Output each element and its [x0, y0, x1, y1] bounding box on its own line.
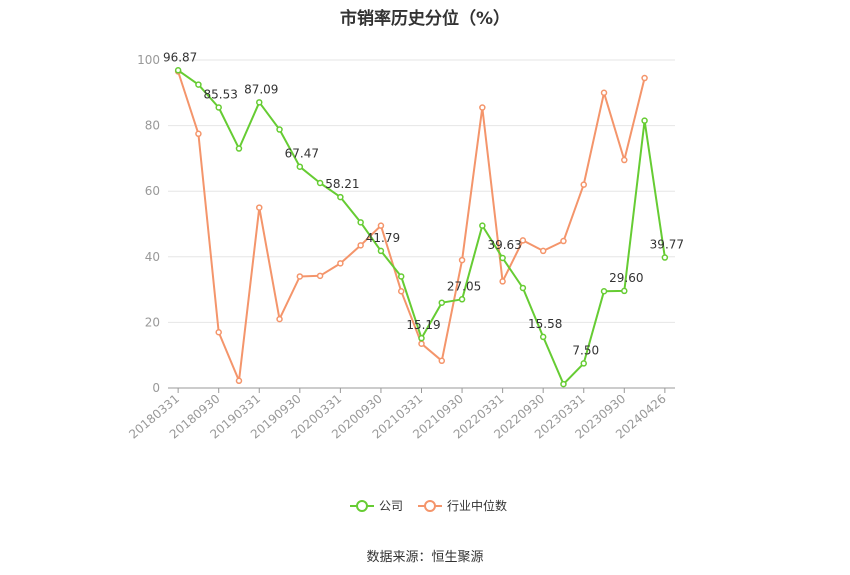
data-point-company — [519, 284, 527, 292]
data-label: 39.63 — [487, 238, 521, 252]
data-point-industry-median — [499, 278, 506, 285]
data-point-company — [539, 333, 547, 341]
data-point-company — [580, 360, 587, 367]
data-point-company — [195, 81, 202, 88]
series-line-industry-median — [177, 71, 646, 382]
data-point-company — [174, 67, 182, 74]
legend-label: 公司 — [379, 499, 403, 513]
data-point-company — [621, 287, 628, 295]
data-label: 39.77 — [650, 238, 684, 252]
y-tick-label: 100 — [137, 53, 160, 67]
data-label: 87.09 — [244, 82, 278, 96]
data-point-company — [418, 334, 425, 342]
data-point-industry-median — [215, 328, 222, 336]
data-point-company — [235, 145, 243, 152]
data-point-company — [397, 273, 405, 280]
data-point-company — [357, 219, 364, 226]
data-point-industry-median — [377, 222, 385, 229]
data-label: 67.47 — [285, 147, 319, 161]
data-label: 15.19 — [406, 318, 440, 332]
y-tick-label: 60 — [145, 184, 160, 198]
data-point-company — [600, 287, 608, 295]
y-tick-label: 40 — [145, 250, 160, 264]
data-label: 27.05 — [447, 279, 481, 293]
data-source: 数据来源：恒生聚源 — [366, 550, 484, 565]
data-label: 41.79 — [366, 231, 400, 245]
data-point-industry-median — [539, 247, 547, 255]
data-point-company — [641, 117, 648, 124]
data-point-industry-median — [600, 89, 608, 97]
y-tick-label: 80 — [145, 119, 160, 133]
data-point-industry-median — [357, 242, 364, 249]
data-point-company — [256, 99, 263, 106]
legend-swatch-marker — [424, 500, 436, 512]
data-point-industry-median — [296, 273, 304, 280]
y-tick-label: 0 — [152, 381, 160, 395]
data-point-industry-median — [235, 377, 243, 385]
data-point-industry-median — [438, 357, 446, 365]
chart-title: 市销率历史分位（%） — [339, 9, 511, 29]
data-point-company — [458, 296, 466, 303]
data-label: 85.53 — [204, 87, 238, 101]
data-point-industry-median — [621, 156, 628, 164]
data-point-industry-median — [276, 315, 283, 323]
data-point-company — [316, 179, 324, 187]
data-point-industry-median — [256, 204, 263, 211]
legend-label: 行业中位数 — [447, 498, 507, 513]
legend-swatch-marker — [356, 500, 368, 512]
data-point-company — [560, 380, 567, 388]
data-label: 15.58 — [528, 317, 562, 331]
data-point-industry-median — [195, 130, 202, 138]
data-label: 96.87 — [163, 50, 197, 64]
data-point-industry-median — [641, 74, 648, 82]
data-point-company — [215, 104, 222, 111]
data-point-company — [377, 247, 385, 255]
data-point-industry-median — [337, 260, 344, 267]
data-point-industry-median — [519, 237, 527, 244]
data-point-industry-median — [397, 287, 405, 295]
data-point-company — [499, 254, 506, 262]
data-point-company — [337, 193, 344, 201]
data-point-company — [479, 222, 486, 229]
data-label: 29.60 — [609, 271, 643, 285]
data-point-company — [661, 254, 669, 261]
data-point-industry-median — [580, 181, 587, 188]
data-point-industry-median — [418, 340, 425, 347]
data-point-company — [438, 299, 446, 306]
data-point-industry-median — [458, 256, 466, 264]
data-point-company — [276, 126, 283, 133]
y-tick-label: 20 — [145, 315, 160, 329]
data-label: 7.50 — [572, 343, 599, 357]
data-point-industry-median — [316, 272, 324, 280]
data-point-industry-median — [479, 104, 486, 111]
data-point-company — [296, 163, 304, 170]
data-label: 58.21 — [325, 177, 359, 191]
data-point-industry-median — [560, 237, 567, 245]
